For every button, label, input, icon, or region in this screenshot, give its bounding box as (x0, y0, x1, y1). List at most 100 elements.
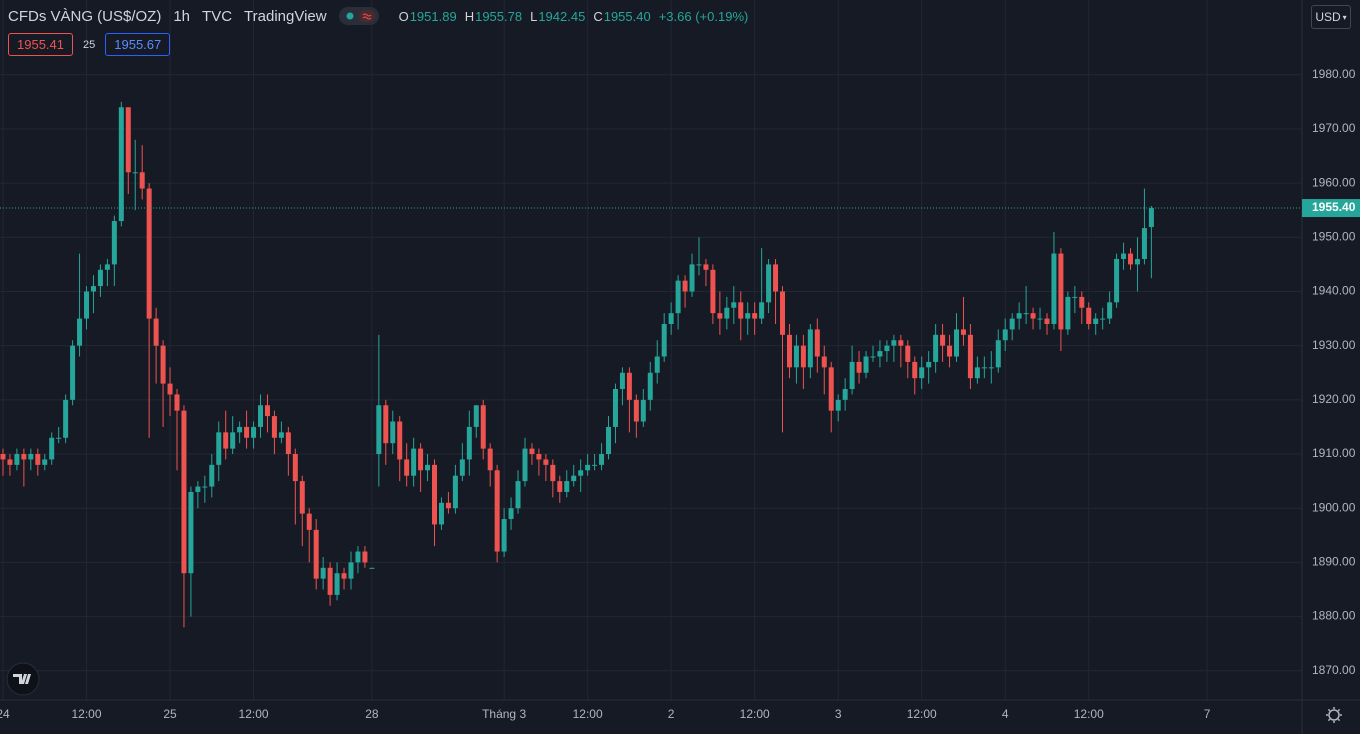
ohlc-value: 1951.89 (409, 8, 457, 24)
candle-body (668, 313, 674, 324)
gear[interactable] (1328, 709, 1340, 721)
candle-body (1072, 296, 1078, 298)
candle-body (1148, 208, 1154, 228)
candle-body (536, 454, 542, 460)
candle-body (974, 367, 980, 379)
candle-body (70, 345, 76, 400)
candle-body (445, 502, 451, 509)
market-status[interactable] (338, 7, 379, 25)
candle-body (1016, 313, 1022, 319)
y-tick-label: 1870.00 (1312, 663, 1356, 677)
candle-body (1079, 296, 1085, 308)
y-tick-label: 1900.00 (1312, 500, 1356, 514)
candle-body (438, 502, 444, 525)
candle-body (766, 264, 772, 303)
candle-body (1030, 313, 1036, 319)
candle-body (710, 269, 716, 314)
bid[interactable]: 1955.41 (8, 33, 73, 56)
candle-body (355, 551, 361, 563)
x-tick-label: 4 (1002, 707, 1009, 721)
candle-body (7, 459, 13, 465)
y-tick-label: 1880.00 (1312, 609, 1356, 623)
candle-body (717, 313, 723, 319)
last-price-tag (1302, 199, 1360, 218)
candle-body (647, 372, 653, 400)
ohlc-value: 1955.78 (475, 8, 523, 24)
candle-body (1002, 329, 1008, 341)
candle-body (14, 454, 20, 465)
candle-body (821, 356, 827, 368)
candle-body (313, 529, 319, 579)
candle-body (42, 459, 48, 465)
candle-body (459, 459, 465, 476)
candle-body (348, 562, 354, 579)
candle-body (814, 329, 820, 357)
x-tick-label: 12:00 (907, 707, 937, 721)
currency-button[interactable]: USD ▾ (1311, 5, 1351, 29)
y-tick-label: 1980.00 (1312, 67, 1356, 81)
publisher: TradingView (244, 7, 327, 25)
candle-body (564, 481, 570, 492)
candle-body (578, 470, 584, 476)
candle-body (675, 280, 681, 314)
candle-body (967, 334, 973, 379)
quotes: 1955.41 25 1955.67 (8, 33, 171, 56)
candle-body (418, 448, 424, 471)
candle-body (571, 475, 577, 482)
candle-body (411, 448, 417, 476)
candle-body (954, 329, 960, 357)
candle-body (362, 551, 368, 563)
candle-body (174, 394, 180, 411)
candle-body (223, 432, 229, 449)
candle-body (1065, 296, 1071, 330)
candle-body (1023, 313, 1029, 315)
symbol-title[interactable]: CFDs VÀNG (US$/OZ) (8, 7, 162, 25)
candle-body (209, 464, 215, 487)
candle-body (905, 345, 911, 362)
candle-body (244, 426, 250, 438)
tv-logo[interactable] (6, 662, 40, 696)
x-tick-label: 7 (1204, 707, 1211, 721)
ask[interactable]: 1955.67 (105, 33, 171, 56)
candle-body (132, 172, 138, 174)
ohlc-letter: L (530, 8, 538, 24)
candle-body (1086, 307, 1092, 324)
x-tick-label: 3 (835, 707, 842, 721)
ohlc-letter: O (398, 8, 409, 24)
logo-mark[interactable] (13, 674, 31, 684)
candle-body (870, 356, 876, 358)
candle-body (35, 454, 41, 465)
chevron[interactable]: ▾ (1342, 12, 1347, 22)
candle-body (592, 464, 598, 466)
candle-body (738, 302, 744, 319)
candle-body (1037, 318, 1043, 320)
candle-body (557, 481, 563, 492)
gear-teeth[interactable] (1326, 707, 1342, 723)
interval[interactable]: 1h (173, 7, 191, 25)
candle-body (49, 437, 55, 460)
candle-body (940, 334, 946, 346)
candle-body (90, 286, 96, 292)
status-icons (346, 10, 375, 22)
candle-body (258, 405, 264, 427)
y-tick-label: 1890.00 (1312, 555, 1356, 569)
candle-body (425, 464, 431, 471)
settings-icon[interactable] (1326, 707, 1342, 723)
x-tick-label: Tháng 3 (482, 707, 526, 721)
y-tick-label: 1910.00 (1312, 446, 1356, 460)
candle-body (327, 567, 333, 595)
currency[interactable]: USD (1315, 10, 1341, 24)
candle-body (863, 356, 869, 373)
candle-body (703, 264, 709, 270)
ohlc-value: 1955.40 (603, 8, 651, 24)
candle-body (1051, 253, 1057, 324)
candle-body (111, 221, 117, 265)
candle-body (807, 329, 813, 368)
x-tick-label: 25 (163, 707, 177, 721)
ohlc-letter: C (593, 8, 603, 24)
candle-body (77, 318, 83, 346)
candle-body (487, 448, 493, 471)
candle-body (1093, 318, 1099, 324)
candle-body (299, 481, 305, 514)
candle-body (97, 269, 103, 287)
